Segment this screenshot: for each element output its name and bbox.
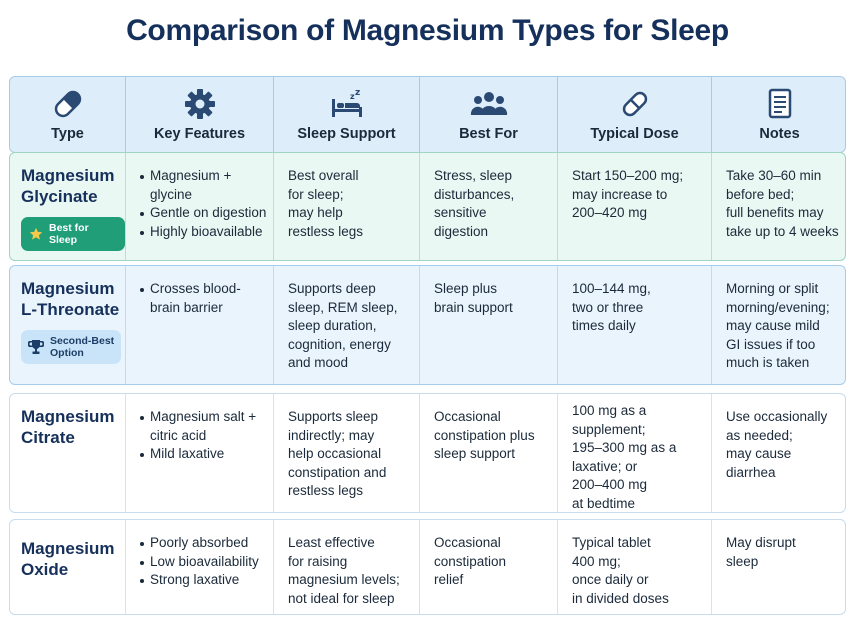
notes-cell: Morning or split morning/evening; may ca… [726, 281, 830, 370]
type-name-line: Glycinate [21, 187, 98, 206]
table-row: Magnesium Glycinate Best for Sleep Magne… [9, 152, 846, 261]
feature-item: Strong laxative [140, 571, 273, 590]
gear-icon [183, 87, 217, 121]
header-label: Sleep Support [297, 126, 396, 142]
sleep-support-cell: Least effective for raising magnesium le… [274, 520, 420, 614]
header-best-for: Best For [420, 77, 558, 152]
type-cell: Magnesium L-Threonate Secon [10, 266, 126, 384]
badge-label: Second-Best [50, 335, 115, 347]
header-typical-dose: Typical Dose [558, 77, 712, 152]
feature-item: Magnesium salt + citric acid [140, 408, 273, 445]
pill-icon [618, 87, 652, 121]
header-type: Type [10, 77, 126, 152]
table-row: Magnesium Citrate Magnesium salt + citri… [9, 393, 846, 513]
dose-cell: 100 mg as a supplement; 195–300 mg as a … [558, 394, 712, 513]
sleep-support-cell: Supports deep sleep, REM sleep, sleep du… [274, 266, 420, 384]
header-key-features: Key Features [126, 77, 274, 152]
document-icon [763, 87, 797, 121]
type-name-line: Magnesium [21, 407, 115, 426]
header-sleep-support: z z Sleep Support [274, 77, 420, 152]
feature-item: Crosses blood- brain barrier [140, 280, 273, 317]
best-for-cell: Sleep plus brain support [420, 266, 558, 384]
feature-item: Highly bioavailable [140, 223, 273, 242]
type-name-line: Magnesium [21, 539, 115, 558]
star-icon [29, 227, 43, 241]
header-label: Best For [459, 126, 518, 142]
type-name-line: Oxide [21, 560, 69, 579]
best-for-cell: Occasional constipation relief [420, 520, 558, 614]
dose-cell: Typical tablet 400 mg; once daily or in … [558, 520, 712, 614]
type-name-line: L-Threonate [21, 300, 120, 319]
second-best-badge: Second-Best Option [21, 330, 122, 364]
svg-text:z: z [355, 88, 360, 98]
notes-cell: Take 30–60 min before bed; full benefits… [726, 168, 839, 239]
badge-label: Option [50, 347, 84, 359]
type-name-line: Citrate [21, 428, 75, 447]
dose-cell: Start 150–200 mg; may increase to 200–42… [558, 153, 712, 260]
feature-item: Mild laxative [140, 445, 273, 464]
feature-item: Low bioavailability [140, 553, 273, 572]
header-label: Key Features [153, 126, 246, 142]
header-label: Type [51, 126, 84, 142]
badge-label: Best for Sleep [49, 222, 89, 246]
header-label: Notes [759, 126, 800, 142]
dose-cell: 100–144 mg, two or three times daily [558, 266, 712, 384]
header-notes: Notes [712, 77, 847, 152]
trophy-icon [28, 339, 44, 355]
type-name-line: Magnesium [21, 279, 115, 298]
feature-item: Gentle on digestion [140, 204, 273, 223]
table-header: Type [9, 76, 846, 153]
best-for-cell: Stress, sleep disturbances, sensitive di… [420, 153, 558, 260]
table-row: Magnesium L-Threonate Secon [9, 265, 846, 385]
type-cell: Magnesium Citrate [10, 394, 126, 513]
sleep-support-cell: Best overall for sleep; may help restles… [274, 153, 420, 260]
features-cell: Magnesium salt + citric acid Mild laxati… [126, 394, 274, 513]
features-cell: Magnesium + glycine Gentle on digestion … [126, 153, 274, 260]
page-title: Comparison of Magnesium Types for Sleep [126, 14, 729, 47]
best-for-cell: Occasional constipation plus sleep suppo… [420, 394, 558, 513]
notes-cell: May disrupt sleep [726, 535, 796, 569]
feature-item: Magnesium + glycine [140, 167, 273, 204]
bed-icon: z z [329, 87, 365, 121]
table-row: Magnesium Oxide Poorly absorbed Low bioa… [9, 519, 846, 615]
type-cell: Magnesium Oxide [10, 520, 126, 614]
comparison-table: Type [9, 76, 846, 615]
features-cell: Poorly absorbed Low bioavailability Stro… [126, 520, 274, 614]
sleep-support-cell: Supports sleep indirectly; may help occa… [274, 394, 420, 513]
svg-text:z: z [350, 92, 355, 101]
feature-item: Poorly absorbed [140, 534, 273, 553]
header-label: Typical Dose [590, 126, 679, 142]
best-for-sleep-badge: Best for Sleep [21, 217, 125, 251]
features-cell: Crosses blood- brain barrier [126, 266, 274, 384]
notes-cell: Use occasionally as needed; may cause di… [726, 409, 828, 480]
type-cell: Magnesium Glycinate Best for Sleep [10, 153, 126, 260]
type-name-line: Magnesium [21, 166, 115, 185]
people-icon [469, 87, 509, 121]
capsule-icon [51, 87, 85, 121]
